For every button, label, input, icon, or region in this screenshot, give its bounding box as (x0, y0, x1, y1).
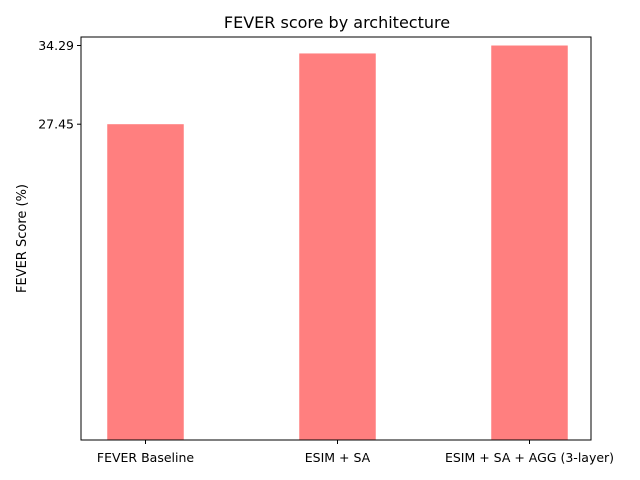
chart-title: FEVER score by architecture (224, 13, 450, 32)
y-tick-label-1: 27.45 (38, 117, 74, 132)
x-tick-label-3: ESIM + SA + AGG (3-layer) (445, 450, 614, 465)
x-tick-label-2: ESIM + SA (305, 450, 371, 465)
bar-3 (491, 45, 568, 440)
bar-2 (299, 53, 376, 441)
bars-group (107, 45, 568, 441)
x-tick-label-1: FEVER Baseline (97, 450, 195, 465)
y-axis-ticks: 27.45 34.29 (38, 38, 81, 132)
bar-1 (107, 124, 184, 440)
x-axis-ticks: FEVER Baseline ESIM + SA ESIM + SA + AGG (… (97, 440, 614, 465)
y-axis-label: FEVER Score (%) (15, 184, 30, 293)
plot-frame (80, 36, 592, 441)
y-tick-label-2: 34.29 (38, 38, 74, 53)
